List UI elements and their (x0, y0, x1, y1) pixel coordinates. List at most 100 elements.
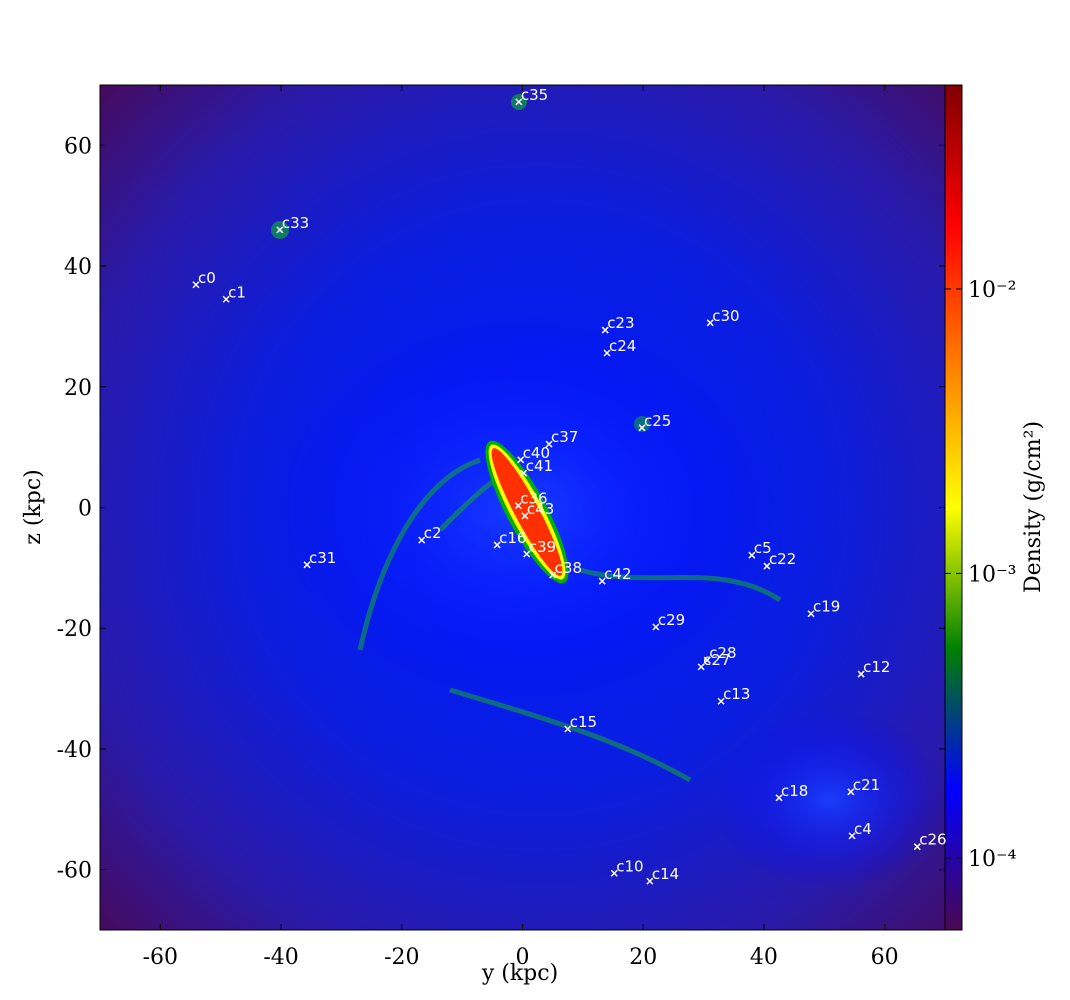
y-axis-label: z (kpc) (21, 469, 46, 545)
marker (564, 725, 572, 733)
marker-cross (601, 326, 609, 334)
colorbar-tick-label: 10⁻³ (968, 562, 1016, 587)
marker-cross (192, 281, 200, 289)
marker (514, 502, 522, 510)
point-label: c1 (228, 283, 246, 301)
point-label: c10 (616, 857, 643, 875)
marker (646, 877, 654, 885)
marker-cross (706, 319, 714, 327)
marker-cross (610, 869, 618, 877)
point-label: c0 (198, 269, 216, 287)
marker-cross (697, 663, 705, 671)
marker-cross (603, 349, 611, 357)
point-label: c41 (526, 457, 553, 475)
marker-cross (848, 832, 856, 840)
point-label: c30 (712, 307, 739, 325)
point-label: c22 (769, 550, 796, 568)
marker (748, 551, 756, 559)
marker-cross (652, 623, 660, 631)
point-label: c4 (854, 820, 872, 838)
marker-cross (646, 877, 654, 885)
y-tick-label: 20 (64, 376, 92, 401)
point-label: c36 (520, 490, 547, 508)
marker-cross (598, 577, 606, 585)
density-image (100, 85, 945, 930)
marker (520, 469, 528, 477)
point-label: c29 (658, 611, 685, 629)
marker-cross (748, 551, 756, 559)
colorbar-tick-label: 10⁻² (968, 278, 1016, 303)
point-label: c12 (863, 658, 890, 676)
marker-cross (717, 697, 725, 705)
point-label: c37 (551, 428, 578, 446)
marker-cross (549, 571, 557, 579)
colorbar-tick-label: 10⁻⁴ (968, 847, 1017, 872)
marker-cross (807, 610, 815, 618)
marker-cross (763, 562, 771, 570)
point-label: c40 (523, 444, 550, 462)
marker-cross (303, 561, 311, 569)
point-label: c31 (309, 549, 336, 567)
marker (493, 541, 501, 549)
marker-cross (418, 536, 426, 544)
marker-cross (913, 843, 921, 851)
marker-cross (638, 424, 646, 432)
point-label: c42 (604, 565, 631, 583)
marker (913, 843, 921, 851)
marker (697, 663, 705, 671)
marker (303, 561, 311, 569)
marker (276, 226, 284, 234)
point-label: c26 (919, 831, 946, 849)
marker (717, 697, 725, 705)
point-label: c35 (521, 86, 548, 104)
marker-cross (847, 788, 855, 796)
marker (523, 550, 531, 558)
point-label: c43 (527, 500, 554, 518)
marker (610, 869, 618, 877)
marker (638, 424, 646, 432)
y-tick-label: 60 (64, 134, 92, 159)
marker-cross (564, 725, 572, 733)
point-label: c19 (813, 598, 840, 616)
marker (603, 349, 611, 357)
point-label: c23 (607, 314, 634, 332)
point-label: c33 (282, 214, 309, 232)
point-label: c13 (723, 685, 750, 703)
marker (706, 319, 714, 327)
y-tick-label: -40 (57, 738, 92, 763)
marker (192, 281, 200, 289)
colorbar-label: Density (g/cm²) (1021, 421, 1046, 593)
y-tick-label: -20 (57, 617, 92, 642)
point-label: c27 (703, 651, 730, 669)
marker (652, 623, 660, 631)
point-label: c14 (652, 865, 679, 883)
marker-cross (857, 670, 865, 678)
marker (545, 440, 553, 448)
marker (549, 571, 557, 579)
point-label: c18 (781, 782, 808, 800)
marker-cross (222, 295, 230, 303)
marker (848, 832, 856, 840)
point-label: c16 (499, 529, 526, 547)
marker (222, 295, 230, 303)
point-label: c15 (570, 713, 597, 731)
marker-cross (517, 456, 525, 464)
marker-cross (703, 656, 711, 664)
marker-cross (523, 550, 531, 558)
marker (807, 610, 815, 618)
marker (857, 670, 865, 678)
colorbar (944, 84, 963, 931)
marker (418, 536, 426, 544)
point-label: c2 (424, 524, 442, 542)
marker (847, 788, 855, 796)
x-tick-label: 60 (871, 945, 899, 970)
marker-cross (775, 794, 783, 802)
marker (521, 512, 529, 520)
x-tick-label: 40 (750, 945, 778, 970)
point-label: c38 (555, 559, 582, 577)
marker-cross (545, 440, 553, 448)
y-tick-label: -60 (57, 859, 92, 884)
x-axis-label: y (kpc) (481, 961, 558, 986)
